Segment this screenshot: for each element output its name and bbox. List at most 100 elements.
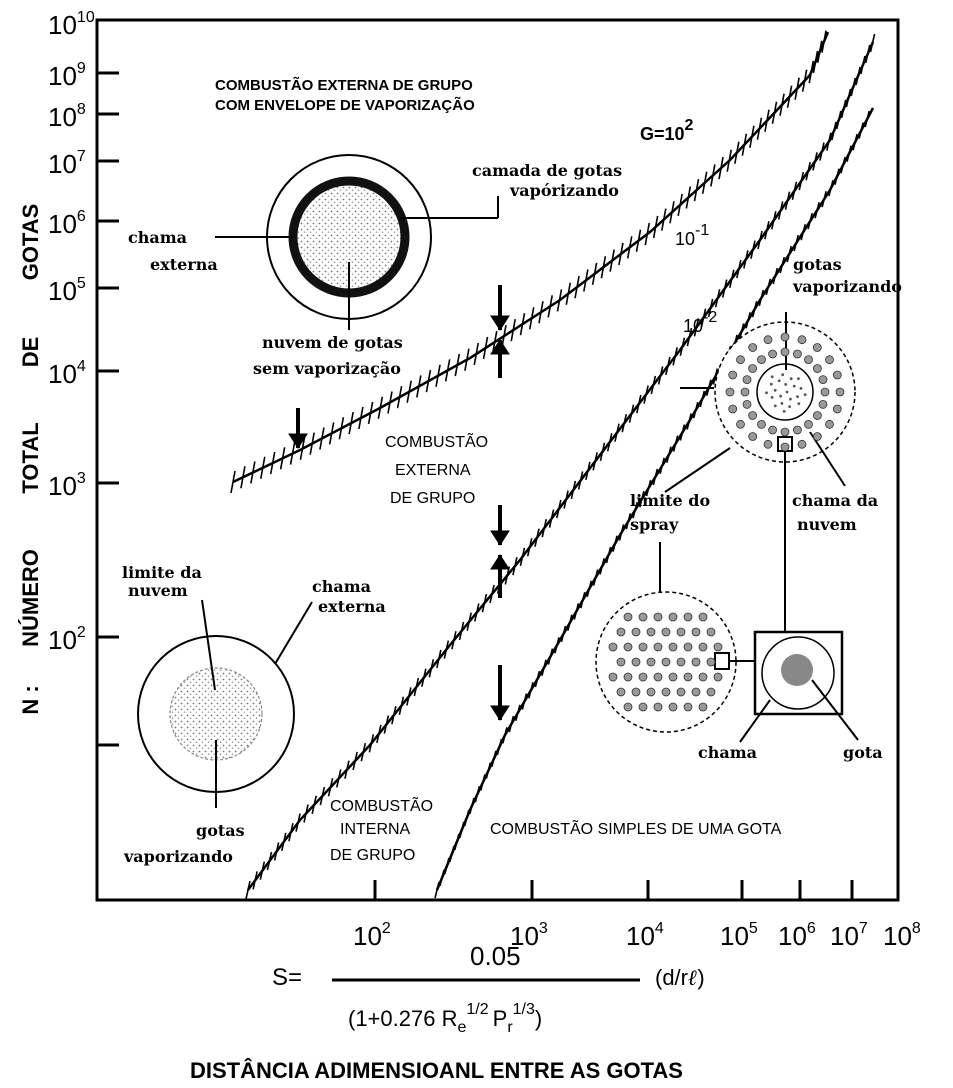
curve-g-01-hatch xyxy=(245,880,251,900)
curve-g-001-hatch xyxy=(692,401,699,419)
droplet-small xyxy=(788,405,791,408)
curve-g-01-hatch xyxy=(736,259,742,279)
curve-g-01-hatch xyxy=(519,547,526,566)
droplet xyxy=(742,375,752,385)
curve-label-g100: G=102 xyxy=(640,117,694,144)
curve-g-01-hatch xyxy=(643,385,649,404)
droplet xyxy=(668,612,678,622)
curve-g-100-hatch xyxy=(701,171,708,194)
curve-g-01-hatch xyxy=(577,471,584,490)
droplet xyxy=(825,355,834,365)
schematic-spray-cloud xyxy=(664,312,856,632)
droplet xyxy=(608,642,618,652)
region-int-1: COMBUSTÃO xyxy=(330,795,433,815)
curve-g-01-hatch xyxy=(352,751,358,771)
curve-g-01-hatch xyxy=(770,211,777,230)
curve-g-001-hatch xyxy=(858,122,864,139)
curve-g-001-hatch xyxy=(751,300,758,318)
curve-g-001-hatch xyxy=(491,750,497,768)
curve-g-001-hatch xyxy=(449,845,455,863)
curve-g-001-hatch xyxy=(541,659,547,676)
curve-g-01-hatch xyxy=(757,230,763,250)
curve-g-01-hatch xyxy=(743,250,749,269)
curve-g-100-hatch xyxy=(764,109,770,132)
droplet xyxy=(638,612,648,622)
droplet xyxy=(740,387,750,397)
curve-g-100-hatch xyxy=(779,93,785,116)
droplet-small xyxy=(797,402,801,405)
y-tick-label: 108 xyxy=(48,101,86,132)
droplet xyxy=(728,370,738,380)
droplet xyxy=(623,612,633,622)
curve-g-01-hatch xyxy=(812,152,818,171)
y-title-part: GOTAS xyxy=(18,204,43,281)
droplet xyxy=(832,404,842,414)
curve-g-001-hatch xyxy=(712,368,719,385)
curve-g-001-hatch xyxy=(786,245,793,263)
curve-g-100-hatch xyxy=(756,117,763,140)
curve-g-001-hatch xyxy=(560,625,567,643)
curve-g-100-hatch xyxy=(464,348,470,371)
curve-g-01-hatch xyxy=(451,631,457,650)
droplet-small xyxy=(792,384,796,388)
curve-g-001-hatch xyxy=(672,435,679,452)
curve-g-01-hatch xyxy=(831,121,837,141)
curve-g-001-hatch xyxy=(625,513,632,530)
droplet-small xyxy=(770,396,774,399)
label-limite-nuvem-2: nuvem xyxy=(128,581,188,600)
curve-g-100-hatch xyxy=(574,275,580,299)
y-tick-label: 106 xyxy=(48,208,86,239)
droplet xyxy=(616,657,626,667)
curve-label-g01: 10-1 xyxy=(675,222,709,249)
label-chama-ext2-2: externa xyxy=(318,597,386,616)
curve-g-100-hatch xyxy=(387,391,393,414)
curve-g-01-hatch xyxy=(819,142,825,161)
y-tick-label: 1010 xyxy=(48,9,95,40)
droplet xyxy=(623,642,633,652)
droplet xyxy=(691,627,701,637)
curve-g-001-hatch xyxy=(592,569,599,586)
curve-g-100-hatch xyxy=(425,369,432,393)
curve-g-100-hatch xyxy=(771,101,778,124)
label-limite-spray-2: spray xyxy=(630,515,679,534)
droplet xyxy=(763,335,773,345)
droplet xyxy=(631,627,641,637)
curve-g-01-hatch xyxy=(383,715,390,734)
droplet xyxy=(691,687,701,697)
curve-g-100-hatch xyxy=(718,156,724,180)
curve-g-001-hatch xyxy=(828,179,834,197)
curve-g-01-hatch xyxy=(777,201,784,220)
svg-text:0.05: 0.05 xyxy=(470,941,521,971)
curve-g-001-hatch xyxy=(821,191,827,208)
curve-g-100-hatch xyxy=(644,222,651,246)
curve-g-01-hatch xyxy=(784,191,791,210)
curve-g-001-hatch xyxy=(454,833,460,851)
curve-g-100-hatch xyxy=(626,236,633,259)
curve-g-01-hatch xyxy=(869,33,876,53)
droplet xyxy=(713,642,723,652)
curve-g-01-hatch xyxy=(707,298,714,318)
droplet-small xyxy=(765,391,768,395)
curve-g-001-hatch xyxy=(508,715,515,733)
curve-g-001-hatch xyxy=(459,821,465,839)
droplet xyxy=(825,419,834,429)
y-tick-label: 102 xyxy=(48,624,86,655)
curve-g-100-hatch xyxy=(289,442,296,465)
curve-g-01-hatch xyxy=(406,687,412,706)
curve-g-100-hatch xyxy=(473,342,480,366)
curve-g-001-hatch xyxy=(772,267,779,285)
curve-g-001-hatch xyxy=(502,727,508,744)
curve-g-001-hatch xyxy=(800,223,806,241)
curve-g-01-hatch xyxy=(526,538,533,557)
droplet-small xyxy=(769,382,773,386)
curve-g-01-hatch xyxy=(728,269,735,288)
y-tick-label: 105 xyxy=(48,275,86,306)
curve-g-01-hatch xyxy=(621,413,628,433)
curve-g-01-hatch xyxy=(679,337,686,356)
y-tick-label: 104 xyxy=(48,358,86,389)
droplet-small xyxy=(781,373,785,377)
curve-g-01-hatch xyxy=(288,823,294,842)
curve-g-01-hatch xyxy=(700,308,707,327)
curve-g-01-hatch xyxy=(721,279,728,298)
curve-g-100-hatch xyxy=(269,451,276,475)
